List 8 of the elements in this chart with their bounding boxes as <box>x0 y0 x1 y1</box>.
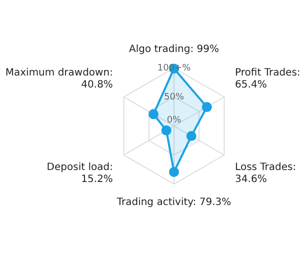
spoke-label: Maximum drawdown: 40.8% <box>5 67 113 90</box>
y-tick-label: 50% <box>164 92 184 102</box>
spoke-label: Trading activity: 79.3% <box>116 197 232 208</box>
spoke-label: Algo trading: 99% <box>128 44 220 56</box>
spoke-label: Loss Trades: 34.6% <box>235 162 296 185</box>
spoke-label: Profit Trades: 65.4% <box>235 67 300 90</box>
spoke-label: Deposit load: 15.2% <box>46 162 113 185</box>
y-tick-label: 0% <box>166 115 182 126</box>
